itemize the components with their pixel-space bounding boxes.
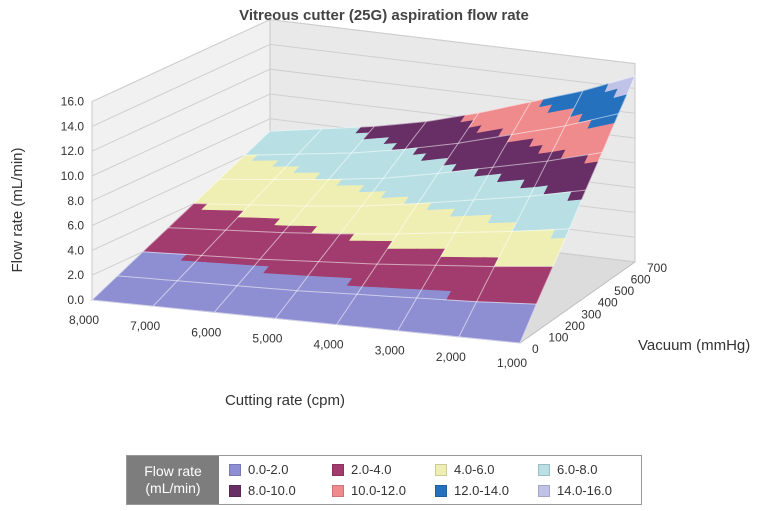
x-tick-label: 7,000 (130, 319, 160, 333)
z-tick-label: 6.0 (67, 219, 84, 233)
mesh-line (142, 251, 553, 268)
z-tick-label: 0.0 (67, 293, 84, 307)
legend-label: 14.0-16.0 (557, 483, 612, 498)
y-tick-label: 500 (614, 284, 634, 298)
legend-items: 0.0-2.0 2.0-4.0 4.0-6.0 6.0-8.0 8.0-10.0 10.0… (219, 456, 641, 504)
legend-title: Flow rate (mL/min) (127, 456, 219, 504)
z-gridline (91, 43, 636, 127)
mesh-line (269, 75, 636, 132)
legend-label: 6.0-8.0 (557, 462, 598, 477)
x-tick-label: 1,000 (497, 356, 527, 370)
x-tick-label: 4,000 (314, 338, 344, 352)
mesh-line (397, 101, 532, 331)
legend-swatch (435, 463, 447, 476)
mesh-line (213, 126, 375, 313)
y-tick-label: 200 (565, 319, 585, 333)
z-gridline (91, 19, 636, 103)
y-tick-label: 300 (581, 307, 601, 321)
x-axis-label: Cutting rate (cpm) (225, 392, 345, 409)
axis-tick-labels: 0.0 2.0 4.0 6.0 8.0 10.0 12.0 14.0 16.0 8,000 7,00… (61, 95, 668, 370)
y-tick-label: 0 (532, 342, 539, 356)
y-axis-label: Vacuum (mmHg) (638, 337, 750, 354)
x-tick-label: 6,000 (191, 325, 221, 339)
mesh-line (193, 189, 586, 207)
x-tick-label: 5,000 (252, 331, 282, 345)
legend-title-line2: (mL/min) (145, 480, 201, 496)
flow-rate-surface (91, 75, 636, 344)
z-tick-label: 16.0 (61, 95, 85, 109)
y-tick-label: 600 (631, 273, 651, 287)
z-tick-label: 12.0 (61, 144, 85, 158)
mesh-line (117, 275, 537, 305)
z-tick-label: 14.0 (61, 119, 85, 133)
y-tick-label: 100 (548, 330, 568, 344)
legend-item: 2.0-4.0 (332, 459, 435, 480)
z-gridline (91, 68, 636, 152)
z-tick-label: 2.0 (67, 268, 84, 282)
legend-swatch (538, 463, 550, 476)
legend-label: 12.0-14.0 (454, 483, 509, 498)
legend-swatch (435, 484, 447, 497)
legend-swatch (538, 484, 550, 497)
x-tick-label: 2,000 (436, 350, 466, 364)
z-tick-label: 4.0 (67, 243, 84, 257)
legend-swatch (332, 463, 344, 476)
y-tick-label: 700 (647, 261, 667, 275)
z-tick-label: 8.0 (67, 194, 84, 208)
legend-label: 0.0-2.0 (248, 462, 289, 477)
legend-item: 10.0-12.0 (332, 480, 435, 501)
legend-item: 14.0-16.0 (538, 480, 641, 501)
legend-label: 2.0-4.0 (351, 462, 392, 477)
legend-item: 0.0-2.0 (229, 459, 332, 480)
legend-title-line1: Flow rate (144, 463, 202, 479)
mesh-line (275, 121, 427, 319)
legend-swatch (229, 463, 241, 476)
legend: Flow rate (mL/min) 0.0-2.0 2.0-4.0 4.0-6.0… (126, 455, 642, 505)
mesh-line (244, 113, 619, 156)
legend-swatch (332, 484, 344, 497)
x-tick-label: 8,000 (69, 313, 99, 327)
y-tick-label: 400 (598, 296, 618, 310)
legend-swatch (229, 484, 241, 497)
mesh-line (91, 130, 271, 301)
mesh-line (168, 227, 570, 235)
legend-item: 4.0-6.0 (435, 459, 538, 480)
legend-label: 8.0-10.0 (248, 483, 296, 498)
mesh-line (336, 112, 480, 325)
mesh-line (91, 299, 521, 344)
chart-title: Vitreous cutter (25G) aspiration flow ra… (239, 7, 529, 24)
legend-item: 12.0-14.0 (435, 480, 538, 501)
mesh-line (458, 90, 584, 338)
z-axis-label: Flow rate (mL/min) (9, 147, 26, 272)
legend-item: 6.0-8.0 (538, 459, 641, 480)
mesh-line (152, 128, 323, 307)
mesh-line (219, 152, 603, 180)
mesh-line (519, 75, 636, 344)
legend-label: 10.0-12.0 (351, 483, 406, 498)
legend-label: 4.0-6.0 (454, 462, 495, 477)
legend-item: 8.0-10.0 (229, 480, 332, 501)
z-tick-label: 10.0 (61, 169, 85, 183)
x-tick-label: 3,000 (375, 344, 405, 358)
